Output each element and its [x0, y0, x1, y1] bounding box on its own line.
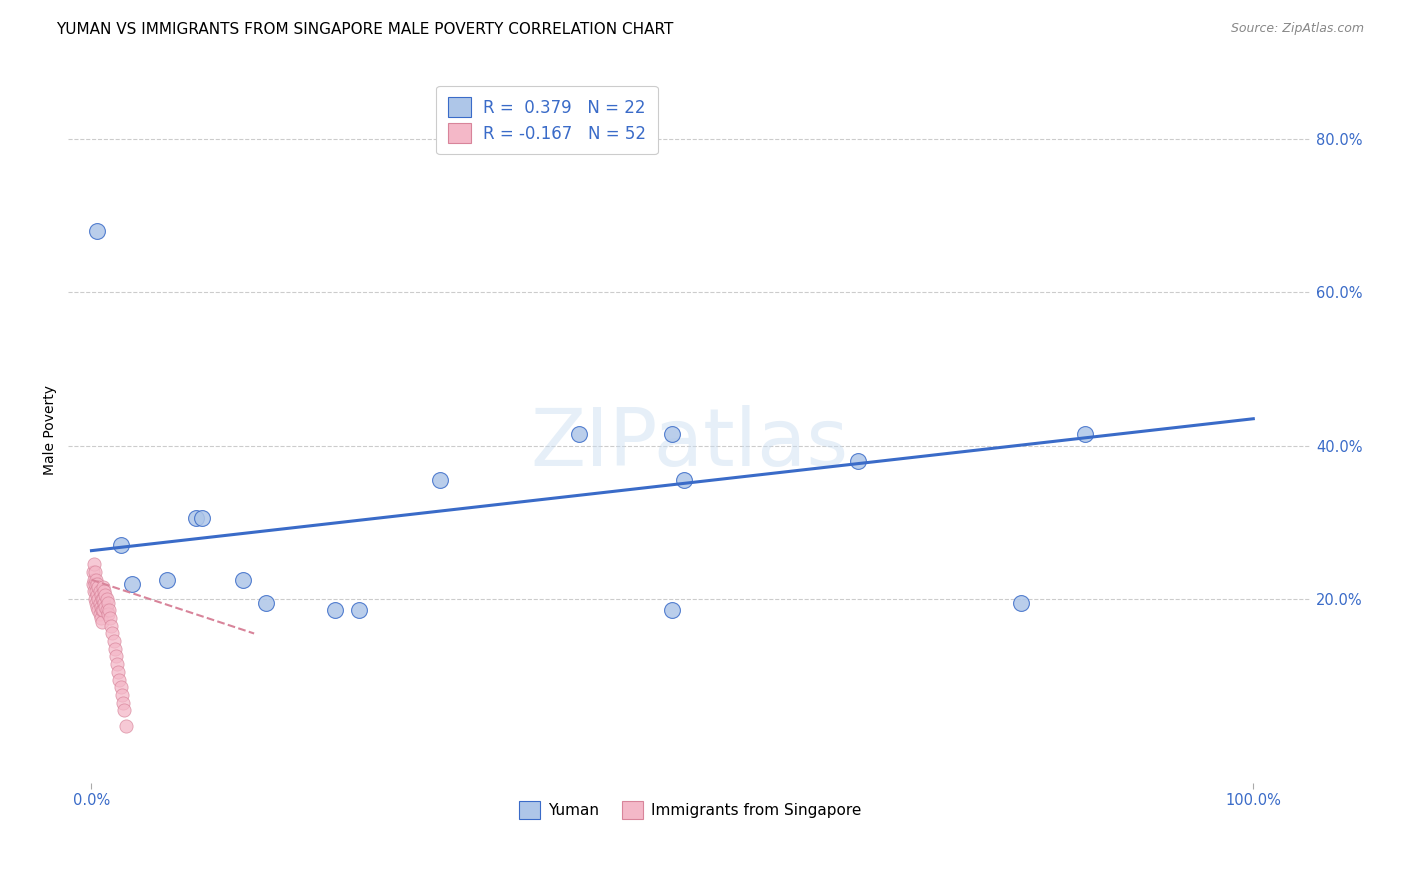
Y-axis label: Male Poverty: Male Poverty: [44, 385, 58, 475]
Legend: Yuman, Immigrants from Singapore: Yuman, Immigrants from Singapore: [513, 795, 868, 825]
Point: [568, 427, 591, 442]
Point: [86, 588, 108, 602]
Point: [84, 596, 107, 610]
Point: [87, 591, 110, 606]
Point: [96, 603, 118, 617]
Point: [121, 576, 143, 591]
Point: [96, 591, 118, 606]
Point: [89, 607, 111, 622]
Point: [111, 688, 134, 702]
Point: [108, 673, 131, 687]
Point: [325, 603, 347, 617]
Point: [101, 626, 124, 640]
Point: [82, 576, 104, 591]
Text: YUMAN VS IMMIGRANTS FROM SINGAPORE MALE POVERTY CORRELATION CHART: YUMAN VS IMMIGRANTS FROM SINGAPORE MALE …: [56, 22, 673, 37]
Point: [86, 599, 108, 614]
Point: [93, 596, 115, 610]
Point: [100, 619, 122, 633]
Point: [86, 224, 108, 238]
Point: [97, 603, 120, 617]
Point: [1010, 596, 1032, 610]
Point: [90, 603, 112, 617]
Point: [112, 703, 135, 717]
Point: [94, 599, 117, 614]
Point: [94, 588, 117, 602]
Text: ZIPatlas: ZIPatlas: [530, 405, 849, 483]
Point: [110, 538, 132, 552]
Point: [184, 511, 207, 525]
Point: [111, 696, 134, 710]
Text: Source: ZipAtlas.com: Source: ZipAtlas.com: [1230, 22, 1364, 36]
Point: [661, 603, 683, 617]
Point: [90, 611, 112, 625]
Point: [672, 473, 695, 487]
Point: [429, 473, 451, 487]
Point: [191, 511, 214, 525]
Point: [86, 576, 108, 591]
Point: [91, 603, 114, 617]
Point: [83, 584, 105, 599]
Point: [156, 573, 179, 587]
Point: [91, 591, 114, 606]
Point: [89, 584, 111, 599]
Point: [91, 581, 114, 595]
Point: [1074, 427, 1097, 442]
Point: [110, 680, 132, 694]
Point: [98, 611, 121, 625]
Point: [90, 588, 112, 602]
Point: [90, 591, 112, 606]
Point: [347, 603, 370, 617]
Point: [90, 599, 112, 614]
Point: [846, 454, 869, 468]
Point: [93, 584, 115, 599]
Point: [84, 576, 107, 591]
Point: [97, 596, 120, 610]
Point: [105, 657, 128, 672]
Point: [84, 584, 107, 599]
Point: [103, 634, 125, 648]
Point: [231, 573, 253, 587]
Point: [104, 641, 127, 656]
Point: [115, 718, 138, 732]
Point: [84, 591, 107, 606]
Point: [104, 649, 127, 664]
Point: [82, 565, 104, 579]
Point: [84, 565, 107, 579]
Point: [97, 607, 120, 622]
Point: [83, 558, 105, 572]
Point: [107, 665, 129, 679]
Point: [254, 596, 277, 610]
Point: [87, 581, 110, 595]
Point: [661, 427, 683, 442]
Point: [84, 573, 107, 587]
Point: [90, 615, 112, 629]
Point: [87, 603, 110, 617]
Point: [83, 573, 105, 587]
Point: [89, 596, 111, 610]
